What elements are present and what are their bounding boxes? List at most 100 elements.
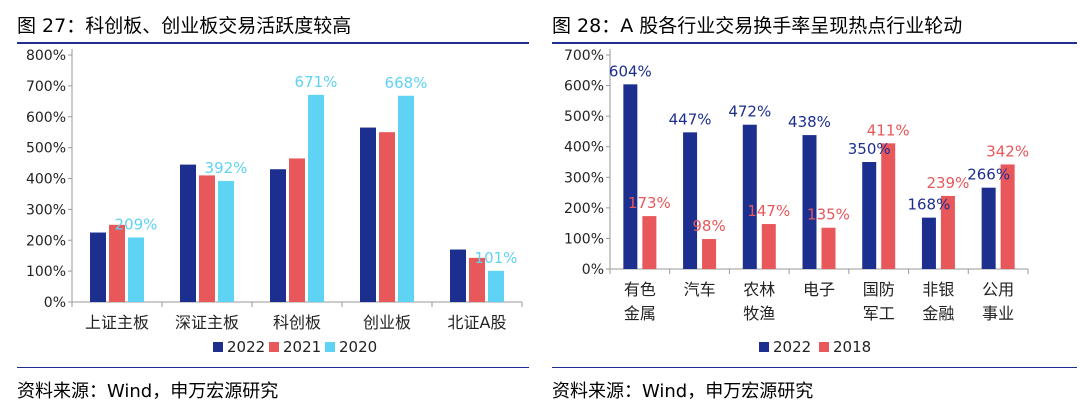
bar-2021-3 <box>379 132 395 302</box>
bar-2020-1 <box>218 180 234 302</box>
bar-2022-5 <box>921 217 936 269</box>
y-tick-label: 700% <box>26 79 66 95</box>
data-label: 101% <box>475 249 518 267</box>
data-label: 173% <box>628 194 671 212</box>
x-category-label: 牧渔 <box>743 304 775 323</box>
bar-2018-3 <box>821 227 836 269</box>
bar-2022-1 <box>180 164 196 302</box>
y-tick-label: 400% <box>26 172 66 188</box>
right-figure-panel: 图 28：A 股各行业交易换手率呈现热点行业轮动 0% 100% 200% 300% 4… <box>547 0 1080 411</box>
bar-2022-2 <box>742 124 757 270</box>
y-tick-label: 600% <box>26 110 66 126</box>
data-label: 438% <box>788 113 831 131</box>
data-label: 604% <box>609 62 652 80</box>
bar-2022-4 <box>450 249 466 302</box>
data-label: 98% <box>692 217 725 235</box>
data-label: 392% <box>205 159 248 177</box>
bar-2022-0 <box>90 232 106 302</box>
x-category-label: 事业 <box>982 304 1014 323</box>
data-label: 147% <box>747 202 790 220</box>
x-category-label: 深证主板 <box>175 313 239 332</box>
bar-2018-1 <box>702 239 717 269</box>
x-category-label: 北证A股 <box>448 313 507 332</box>
bar-2022-0 <box>623 84 638 269</box>
right-title-rule <box>552 42 1077 44</box>
legend-swatch-2018 <box>819 342 829 352</box>
bar-2022-6 <box>981 187 996 269</box>
x-category-label: 创业板 <box>363 313 411 332</box>
data-label: 671% <box>295 73 338 91</box>
bar-2018-5 <box>940 195 955 269</box>
legend-label-2021: 2021 <box>283 338 321 356</box>
data-label: 266% <box>967 166 1010 184</box>
x-category-label: 金融 <box>922 304 954 323</box>
x-category-label: 金属 <box>624 304 656 323</box>
bar-2022-2 <box>270 169 286 302</box>
y-tick-label: 300% <box>26 202 66 218</box>
bar-2020-4 <box>488 270 504 302</box>
left-bar-chart: 0% 100% 200% 300% 400% 500% 600% 700% 800% 上证主板 深证… <box>26 48 523 356</box>
left-figure-panel: 图 27：科创板、创业板交易活跃度较高 0% 100% 200% 300% 400% 50… <box>0 0 532 411</box>
x-category-label: 国防 <box>863 280 895 299</box>
legend-swatch-2022 <box>213 342 223 352</box>
legend-label-2020: 2020 <box>339 338 377 356</box>
data-label: 209% <box>115 215 158 233</box>
legend-swatch-2021 <box>269 342 279 352</box>
data-label: 168% <box>907 196 950 214</box>
x-category-label: 公用 <box>982 280 1014 299</box>
bar-2018-2 <box>761 224 776 269</box>
y-tick-label: 0% <box>582 262 604 278</box>
legend-label-2022: 2022 <box>227 338 265 356</box>
legend-swatch-2022 <box>759 342 769 352</box>
y-tick-label: 100% <box>564 231 604 247</box>
right-figure-title: 图 28：A 股各行业交易换手率呈现热点行业轮动 <box>552 15 963 37</box>
data-label: 447% <box>669 110 712 128</box>
data-label: 411% <box>867 121 910 139</box>
bar-2022-3 <box>802 135 817 269</box>
y-tick-label: 300% <box>564 170 604 186</box>
y-tick-label: 400% <box>564 140 604 156</box>
y-tick-label: 600% <box>564 79 604 95</box>
bar-2018-4 <box>881 143 896 269</box>
left-source-note: 资料来源：Wind，申万宏源研究 <box>17 381 279 402</box>
x-category-label: 有色 <box>624 280 656 299</box>
bar-2021-1 <box>199 175 215 302</box>
x-category-label: 上证主板 <box>85 313 149 332</box>
x-category-label: 电子 <box>803 280 835 299</box>
data-label: 350% <box>848 140 891 158</box>
data-label: 342% <box>986 142 1029 160</box>
bar-2021-0 <box>109 224 125 302</box>
legend-label-2022: 2022 <box>773 338 811 356</box>
x-category-label: 农林 <box>743 280 775 299</box>
data-label: 668% <box>385 74 428 92</box>
left-figure-title: 图 27：科创板、创业板交易活跃度较高 <box>17 15 352 37</box>
bar-2022-1 <box>683 132 698 269</box>
left-title-rule <box>17 42 529 44</box>
y-tick-label: 500% <box>564 109 604 125</box>
y-tick-label: 200% <box>26 233 66 249</box>
bar-2020-0 <box>128 237 144 302</box>
data-label: 472% <box>728 103 771 121</box>
legend-label-2018: 2018 <box>833 338 871 356</box>
y-tick-label: 100% <box>26 264 66 280</box>
bar-2022-4 <box>862 162 877 269</box>
bar-2018-0 <box>642 216 657 269</box>
y-tick-label: 800% <box>26 48 66 64</box>
y-tick-label: 200% <box>564 201 604 217</box>
bar-2021-4 <box>469 257 485 302</box>
bar-2020-3 <box>398 95 414 302</box>
data-label: 239% <box>926 174 969 192</box>
bar-2022-3 <box>360 127 376 303</box>
x-category-label: 军工 <box>863 304 895 323</box>
right-source-rule <box>552 367 1077 368</box>
bar-2018-6 <box>1000 164 1015 269</box>
y-tick-label: 0% <box>44 295 66 311</box>
x-category-label: 科创板 <box>273 313 321 332</box>
left-source-rule <box>17 367 529 368</box>
data-label: 135% <box>807 206 850 224</box>
x-category-label: 非银 <box>922 280 954 299</box>
y-tick-label: 700% <box>564 48 604 64</box>
legend-swatch-2020 <box>325 342 335 352</box>
bar-2020-2 <box>308 94 324 302</box>
